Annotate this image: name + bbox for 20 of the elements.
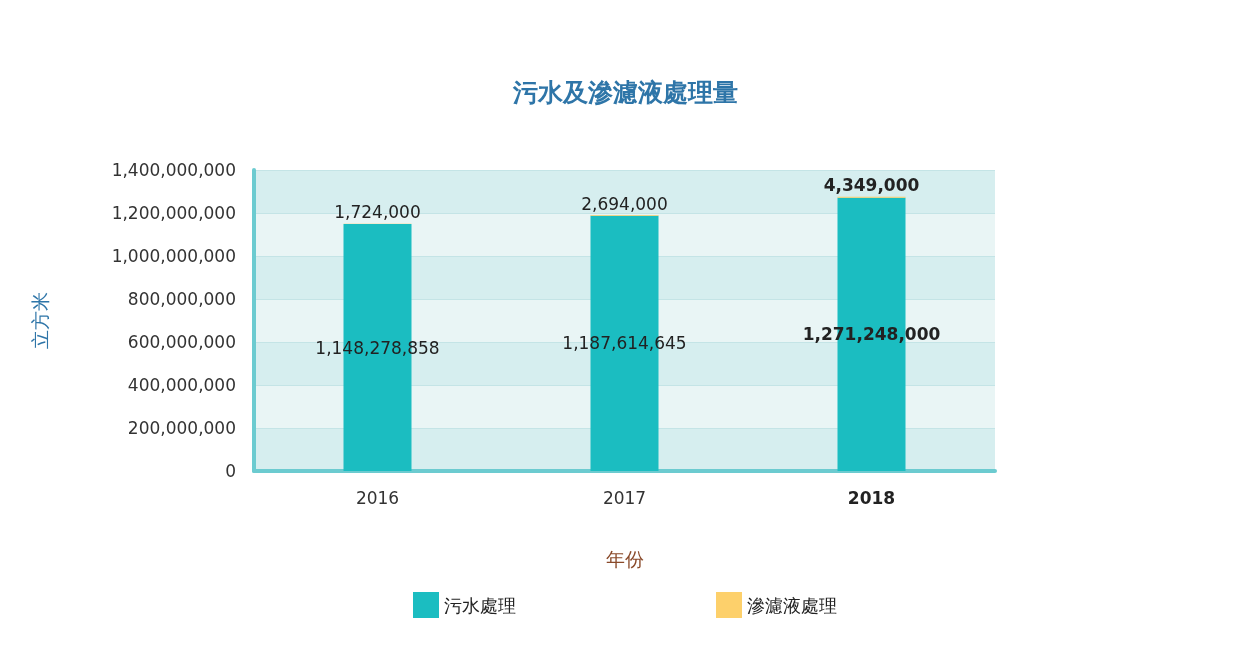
x-tick-label: 2018 <box>847 487 896 508</box>
chart-title: 污水及滲濾液處理量 <box>511 78 738 107</box>
y-tick-label: 400,000,000 <box>127 375 236 395</box>
data-label: 1,724,000 <box>334 202 421 223</box>
x-axis-title: 年份 <box>605 547 644 570</box>
x-tick-label: 2017 <box>602 487 647 508</box>
y-tick-label: 1,200,000,000 <box>111 203 236 223</box>
legend-label: 滲濾液處理 <box>747 594 837 616</box>
data-label: 2,694,000 <box>581 193 668 214</box>
y-tick-label: 1,000,000,000 <box>111 246 236 266</box>
y-tick-label: 0 <box>225 461 236 481</box>
y-tick-label: 600,000,000 <box>127 332 236 352</box>
y-tick-label: 200,000,000 <box>127 418 236 438</box>
data-label: 4,349,000 <box>823 175 920 196</box>
y-tick-label: 800,000,000 <box>127 289 236 309</box>
data-label: 1,271,248,000 <box>802 324 941 345</box>
y-tick-label: 1,400,000,000 <box>111 160 236 180</box>
y-axis-title: 立方米 <box>28 292 51 349</box>
x-tick-label: 2016 <box>355 487 400 508</box>
legend-label: 污水處理 <box>444 594 516 616</box>
